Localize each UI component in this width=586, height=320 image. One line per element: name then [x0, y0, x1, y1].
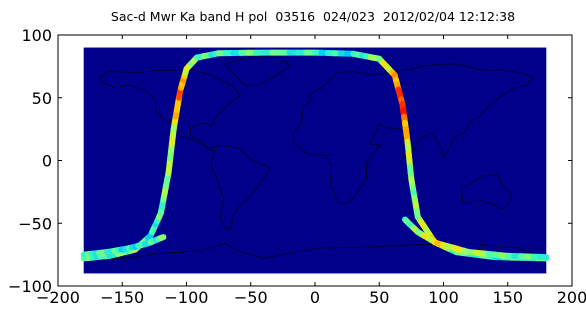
y-tick-label: 100 — [21, 26, 52, 45]
swath-layer — [80, 49, 550, 262]
coastline — [224, 55, 290, 86]
x-tick-label: −200 — [36, 288, 80, 307]
x-tick-label: −100 — [165, 288, 209, 307]
x-tick-label: 50 — [369, 288, 389, 307]
plot-title: Sac-d Mwr Ka band H pol 03516 024/023 20… — [110, 9, 516, 24]
tick-layer: −200 −150 −100 −50 0 50 100 150 200 100 50 0 −50 −100 — [8, 26, 586, 307]
swath-track-1 — [80, 234, 167, 258]
coastline — [461, 173, 512, 210]
x-tick-label: −150 — [100, 288, 144, 307]
coastline — [83, 242, 547, 259]
x-tick-label: 100 — [428, 288, 459, 307]
x-tick-label: −50 — [234, 288, 268, 307]
coastline — [98, 69, 271, 230]
y-tick-label: −100 — [8, 277, 52, 296]
swath-segment — [157, 234, 167, 242]
y-tick-label: −50 — [18, 214, 52, 233]
swath-track-2 — [402, 216, 550, 261]
y-tick-label: 50 — [32, 89, 52, 108]
x-tick-label: 200 — [557, 288, 586, 307]
coastline — [292, 63, 535, 204]
x-tick-label: 0 — [310, 288, 320, 307]
y-tick-label: 0 — [42, 152, 52, 171]
x-tick-label: 150 — [492, 288, 523, 307]
